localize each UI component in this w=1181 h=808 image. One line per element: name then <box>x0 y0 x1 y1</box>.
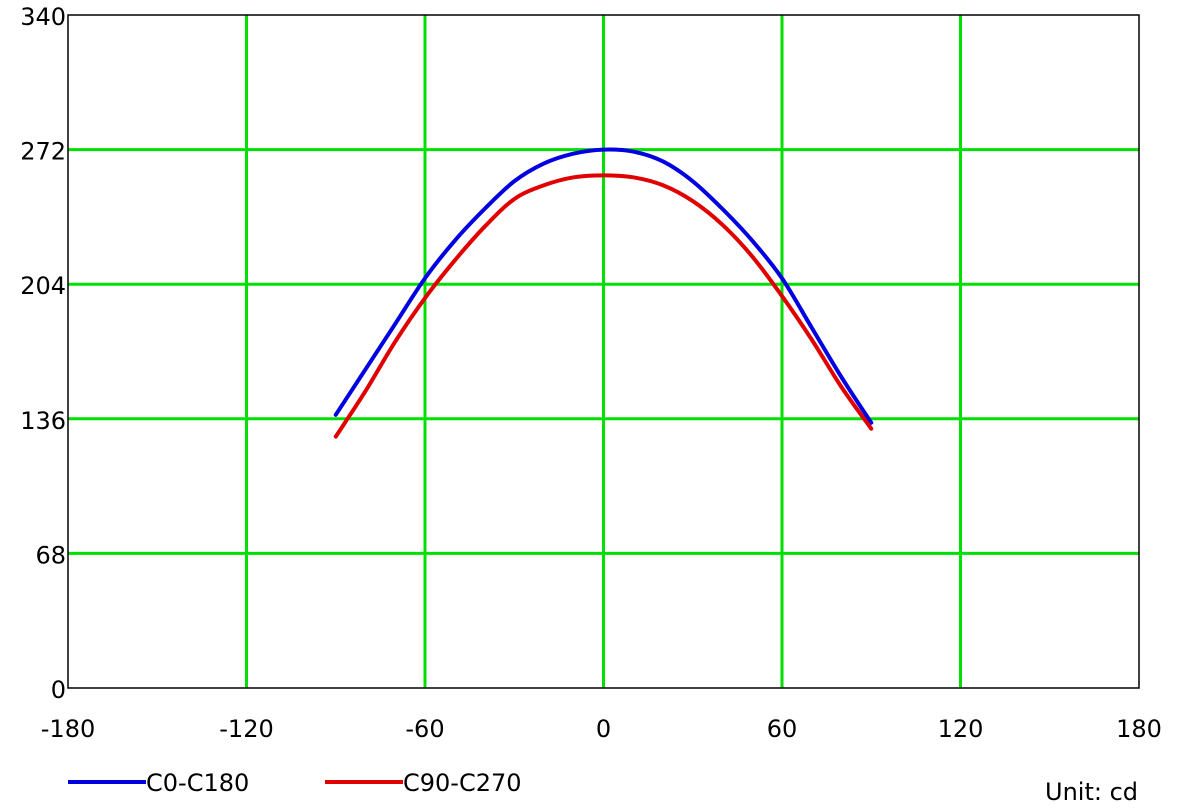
x-axis-ticks: -180 -120 -60 0 60 120 180 <box>41 715 1162 743</box>
y-tick-label: 340 <box>20 3 66 31</box>
legend-label: C90-C270 <box>403 769 522 797</box>
x-tick-label: 60 <box>767 715 798 743</box>
plot-area <box>67 14 1140 689</box>
y-tick-label: 204 <box>20 272 66 300</box>
x-tick-label: -180 <box>41 715 95 743</box>
unit-label: Unit: cd <box>1045 778 1138 806</box>
series-lines <box>333 147 874 439</box>
x-tick-label: 120 <box>938 715 984 743</box>
x-tick-label: -120 <box>219 715 273 743</box>
y-axis-ticks: 0 68 136 204 272 340 <box>20 3 66 704</box>
legend: C0-C180 C90-C270 <box>68 769 522 797</box>
series-line-c90-c270 <box>333 173 874 439</box>
y-tick-label: 272 <box>20 138 66 166</box>
x-tick-label: -60 <box>405 715 444 743</box>
y-tick-label: 68 <box>35 541 66 569</box>
x-tick-label: 180 <box>1116 715 1162 743</box>
grid <box>68 15 1139 688</box>
legend-label: C0-C180 <box>146 769 249 797</box>
y-tick-label: 136 <box>20 407 66 435</box>
series-line-c0-c180 <box>333 147 874 425</box>
y-tick-label: 0 <box>51 676 66 704</box>
x-tick-label: 0 <box>596 715 611 743</box>
